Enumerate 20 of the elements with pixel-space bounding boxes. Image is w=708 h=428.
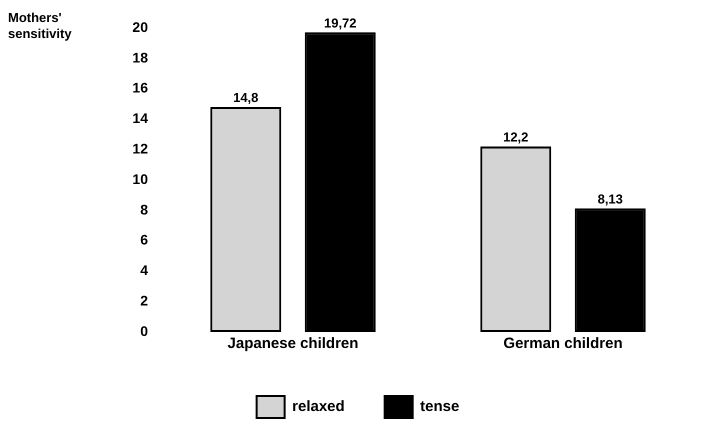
y-tick-label: 18 bbox=[132, 49, 148, 66]
data-label: 14,8 bbox=[233, 90, 258, 106]
y-tick-label: 20 bbox=[132, 18, 148, 35]
data-label: 12,2 bbox=[503, 130, 528, 145]
x-tick-label: Japanese children bbox=[228, 335, 358, 352]
y-tick-label: 16 bbox=[132, 80, 148, 96]
x-tick-label: German children bbox=[503, 335, 623, 352]
legend-label: relaxed bbox=[292, 398, 345, 416]
legend-label: tense bbox=[420, 398, 460, 416]
data-label: 19,72 bbox=[324, 15, 357, 30]
y-tick-label: 2 bbox=[140, 292, 148, 308]
y-tick-label: 6 bbox=[140, 232, 148, 248]
y-tick-label: 0 bbox=[140, 322, 148, 339]
y-tick-label: 8 bbox=[140, 201, 148, 218]
y-tick-label: 10 bbox=[132, 170, 148, 187]
y-tick-label: 14 bbox=[132, 110, 148, 126]
y-tick-label: 12 bbox=[132, 140, 148, 156]
y-tick-label: 4 bbox=[140, 262, 148, 278]
y-axis-title: Mothers' sensitivity bbox=[8, 10, 73, 42]
data-label: 8,13 bbox=[598, 192, 623, 206]
